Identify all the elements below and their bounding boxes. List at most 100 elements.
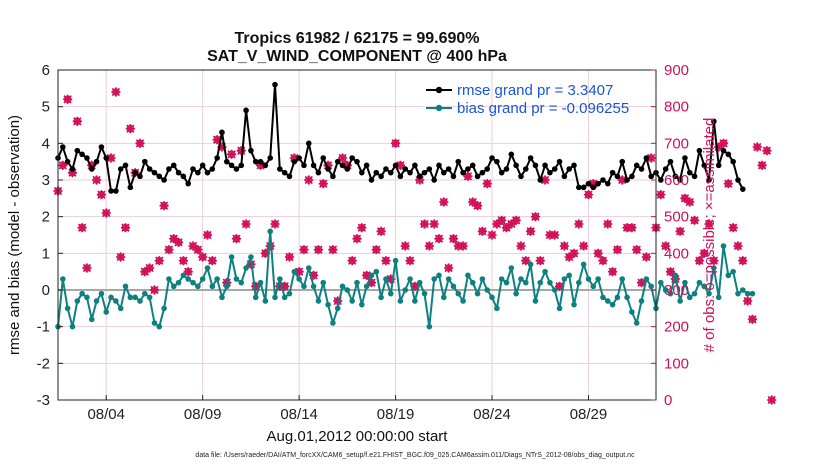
obs-assimilated-point	[328, 245, 338, 255]
rmse-point	[441, 169, 447, 176]
rmse-point	[349, 155, 355, 161]
rmse-point	[354, 158, 360, 165]
rmse-point	[373, 169, 380, 176]
obs-assimilated-point	[598, 256, 608, 266]
rmse-point	[436, 162, 442, 169]
legend: rmse grand pr = 3.3407 bias grand pr = -…	[426, 82, 629, 117]
rmse-point	[69, 166, 76, 172]
obs-assimilated-point	[569, 248, 579, 258]
bias-point	[725, 272, 732, 279]
rmse-point	[460, 169, 466, 176]
rmse-point	[571, 162, 577, 169]
obs-assimilated-point	[579, 241, 589, 251]
right-tick-label: 700	[664, 135, 689, 152]
bias-point	[286, 290, 293, 297]
rmse-point	[513, 162, 519, 169]
obs-assimilated-point	[689, 215, 700, 225]
rmse-point	[368, 177, 375, 183]
obs-assimilated-point	[593, 248, 603, 258]
rmse-point	[686, 169, 693, 176]
obs-assimilated-point	[135, 138, 145, 148]
obs-assimilated-point	[574, 219, 584, 229]
bias-point	[576, 279, 582, 286]
x-tick-label: 08/14	[280, 406, 318, 423]
obs-assimilated-point	[270, 219, 280, 229]
obs-assimilated-point	[145, 263, 155, 273]
bias-point	[233, 276, 240, 282]
bias-point	[556, 305, 563, 312]
rmse-point	[60, 144, 66, 150]
bias-point	[489, 294, 495, 301]
rmse-point	[392, 162, 399, 169]
bias-point	[60, 276, 66, 282]
bias-point	[407, 276, 413, 282]
obs-assimilated-point	[193, 245, 203, 255]
right-tick-label: 100	[664, 355, 689, 372]
rmse-point	[595, 180, 601, 187]
rmse-point	[79, 151, 85, 158]
obs-assimilated-point	[159, 201, 169, 211]
bias-point	[551, 287, 558, 293]
rmse-point	[151, 169, 158, 176]
bias-point	[706, 290, 712, 297]
bias-point	[735, 290, 741, 297]
obs-markers	[53, 87, 777, 405]
bias-point	[204, 265, 211, 271]
chart-subtitle: SAT_V_WIND_COMPONENT @ 400 hPa	[207, 48, 507, 65]
left-tick-label: -3	[37, 392, 50, 409]
left-tick-label: 4	[42, 135, 50, 152]
right-tick-label: 800	[664, 99, 689, 116]
rmse-point	[64, 158, 71, 165]
rmse-point	[614, 173, 621, 180]
obs-assimilated-point	[530, 212, 541, 222]
obs-assimilated-point	[685, 197, 695, 207]
rmse-point	[609, 169, 616, 176]
obs-assimilated-point	[487, 230, 497, 240]
rmse-point	[566, 166, 572, 172]
obs-assimilated-point	[265, 241, 275, 251]
rmse-point	[219, 129, 225, 136]
legend-bias-label: bias grand pr = -0.096255	[457, 100, 629, 117]
obs-assimilated-point	[747, 314, 758, 324]
x-tick-label: 08/09	[184, 406, 222, 423]
bias-point	[248, 254, 254, 260]
left-tick-label: 2	[42, 209, 50, 226]
bias-point	[151, 320, 158, 326]
x-tick-label: 08/24	[473, 406, 511, 423]
rmse-point	[281, 169, 288, 176]
rmse-point	[735, 177, 741, 183]
bias-point	[252, 294, 259, 301]
obs-assimilated-point	[352, 234, 362, 244]
rmse-point	[108, 188, 114, 194]
bias-point	[310, 283, 317, 290]
obs-assimilated-point	[718, 138, 729, 148]
rmse-point	[195, 169, 201, 176]
obs-assimilated-point	[424, 241, 434, 251]
bias-point	[190, 279, 196, 286]
bias-point	[214, 276, 220, 282]
bias-point	[315, 298, 322, 304]
obs-assimilated-point	[704, 219, 714, 229]
obs-assimilated-point	[289, 153, 299, 163]
obs-assimilated-point	[149, 285, 160, 295]
rmse-point	[508, 151, 515, 158]
bias-point	[330, 320, 336, 326]
bias-point	[749, 290, 756, 297]
obs-assimilated-point	[323, 160, 333, 170]
x-axis-label: Aug.01,2012 00:00:00 start	[267, 428, 449, 445]
right-tick-label: 500	[664, 209, 689, 226]
bias-point	[484, 287, 491, 293]
rmse-point	[383, 166, 389, 172]
bias-point	[127, 294, 134, 301]
obs-assimilated-point	[236, 146, 246, 156]
obs-assimilated-point	[617, 175, 627, 185]
rmse-point	[233, 166, 240, 172]
bias-series	[55, 228, 756, 330]
rmse-point	[576, 184, 582, 191]
rmse-point	[296, 155, 302, 161]
obs-assimilated-point	[255, 160, 266, 170]
obs-assimilated-point	[390, 138, 401, 148]
rmse-point	[740, 186, 746, 192]
rmse-point	[465, 166, 471, 172]
bias-point	[522, 279, 529, 286]
